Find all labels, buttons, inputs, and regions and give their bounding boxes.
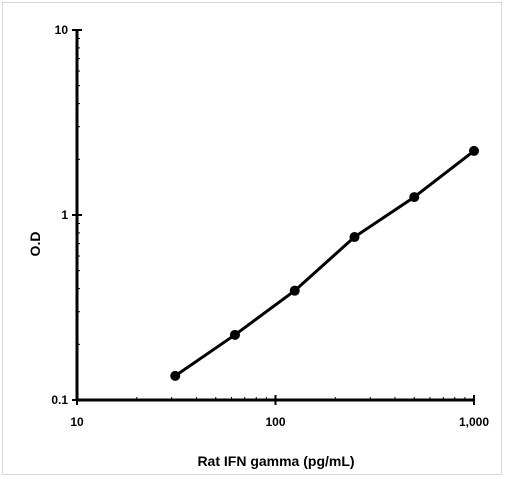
x-tick-label: 10 — [70, 415, 84, 429]
data-point — [289, 285, 300, 296]
x-tick-label: 100 — [265, 415, 285, 429]
series — [170, 145, 479, 381]
y-axis-title: O.D — [27, 232, 43, 257]
ticks: 0.1 1 10 10 100 1,000 — [51, 23, 489, 429]
y-tick-label: 1 — [61, 208, 68, 222]
series-line — [174, 149, 475, 378]
chart-frame — [2, 2, 502, 475]
data-point — [170, 370, 181, 381]
y-tick-label: 0.1 — [51, 393, 68, 407]
axes — [75, 30, 474, 402]
x-axis-title: Rat IFN gamma (pg/mL) — [197, 453, 354, 469]
data-point — [349, 232, 360, 243]
data-point — [229, 329, 240, 340]
x-tick-label: 1,000 — [459, 415, 489, 429]
data-point — [409, 192, 420, 203]
data-point — [469, 145, 479, 156]
y-tick-label: 10 — [55, 23, 69, 37]
